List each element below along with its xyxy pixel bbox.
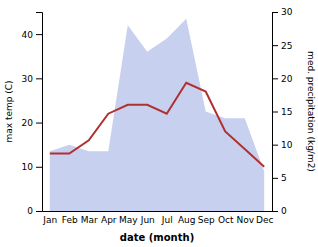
tick-mark [272, 178, 278, 179]
tick: Mar [81, 215, 98, 225]
tick: Feb [62, 215, 78, 225]
tick-label: Jul [161, 215, 173, 225]
tick-label: 10 [281, 140, 293, 150]
tick-label: 25 [281, 41, 292, 51]
tick: Sep [198, 215, 215, 225]
tick: 25 [272, 41, 292, 51]
tick-label: Dec [256, 215, 273, 225]
tick-mark [272, 145, 278, 146]
y2-axis: 0 5 10 15 20 25 30 [272, 7, 293, 216]
tick: Jan [42, 215, 57, 225]
tick-mark [36, 78, 42, 79]
axis-domain [273, 13, 279, 212]
tick-label: 40 [22, 29, 34, 39]
tick: 20 [272, 74, 293, 84]
tick-label: Jun [140, 215, 155, 225]
tick-label: Jan [42, 215, 57, 225]
tick-label: Apr [101, 215, 117, 225]
area [50, 19, 264, 211]
tick: 0 [27, 206, 42, 216]
y-axis-title: max temp (C) [4, 80, 14, 142]
axis-domain [36, 13, 43, 212]
tick-label: 15 [281, 107, 292, 117]
tick: 5 [272, 173, 287, 183]
tick-mark [36, 211, 42, 212]
tick: 40 [22, 29, 42, 39]
tick-label: Sep [198, 215, 215, 225]
tick-label: 30 [281, 7, 293, 17]
tick: Oct [218, 215, 234, 225]
tick-label: 5 [281, 173, 287, 183]
chart-container: Jan FebMarAprMayJun Jul AugSepOctNovDec 0 10 2… [0, 0, 318, 247]
plot-area: Jan FebMarAprMayJun Jul AugSepOctNovDec 0 10 2… [22, 7, 293, 225]
chart: Jan FebMarAprMayJun Jul AugSepOctNovDec 0 10 2… [0, 0, 318, 247]
tick-label: May [119, 215, 138, 225]
tick: 30 [22, 74, 42, 84]
tick-label: 20 [281, 74, 293, 84]
tick: 30 [272, 7, 293, 17]
tick-mark [36, 34, 42, 35]
tick-mark [36, 167, 42, 168]
tick: 0 [272, 206, 287, 216]
y-axis: 0 10 20 30 40 [22, 13, 43, 217]
tick-label: Feb [62, 215, 78, 225]
tick-mark [272, 211, 278, 212]
tick-label: Nov [236, 215, 254, 225]
tick-mark [36, 123, 42, 124]
tick-label: Mar [81, 215, 98, 225]
line [50, 83, 264, 167]
y2-axis-title: med. precipitation (kg/m2) [306, 51, 316, 172]
tick-mark [272, 45, 278, 46]
tick-label: 0 [281, 206, 287, 216]
tick: Apr [101, 215, 117, 225]
tick: 20 [22, 118, 42, 128]
tick-label: 10 [22, 162, 34, 172]
x-axis: Jan FebMarAprMayJun Jul AugSepOctNovDec [42, 212, 273, 226]
tick: Jun [140, 215, 155, 225]
tick-mark [272, 112, 278, 113]
marks [50, 19, 264, 211]
tick: Nov [236, 215, 254, 225]
tick: 15 [272, 107, 292, 117]
tick: Aug [178, 215, 196, 225]
tick: May [119, 215, 138, 225]
tick-label: 0 [27, 206, 33, 216]
tick-label: 30 [22, 74, 34, 84]
tick: 10 [22, 162, 42, 172]
tick: 10 [272, 140, 293, 150]
tick-mark [272, 78, 278, 79]
tick: Dec [256, 215, 273, 225]
tick-mark [272, 12, 278, 13]
tick-label: Aug [178, 215, 196, 225]
tick: Jul [161, 215, 173, 225]
tick-label: 20 [22, 118, 34, 128]
x-axis-title: date (month) [120, 232, 194, 243]
axis-domain [43, 211, 273, 212]
tick-label: Oct [218, 215, 234, 225]
